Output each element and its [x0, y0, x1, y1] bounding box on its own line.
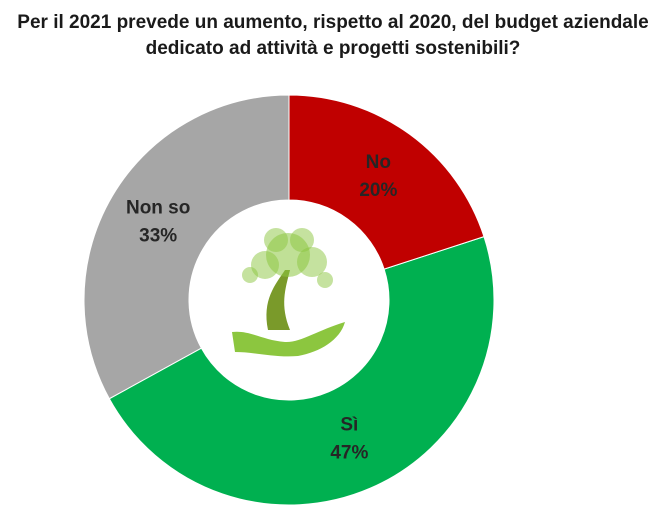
slice-label: Non so 33% — [126, 198, 190, 247]
slice — [108, 236, 495, 506]
category-label: Sì — [340, 415, 358, 436]
slice-label: No 20% — [359, 152, 397, 201]
slice — [288, 94, 485, 270]
category-label: Non so — [126, 198, 190, 219]
value-label: 47% — [330, 443, 368, 464]
center-icon — [232, 228, 345, 357]
category-label: No — [366, 152, 391, 173]
chart-title: Per il 2021 prevede un aumento, rispetto… — [17, 12, 649, 59]
value-label: 20% — [359, 180, 397, 201]
value-label: 33% — [139, 226, 177, 247]
slice-label: Sì 47% — [330, 415, 368, 464]
slice — [83, 94, 290, 400]
